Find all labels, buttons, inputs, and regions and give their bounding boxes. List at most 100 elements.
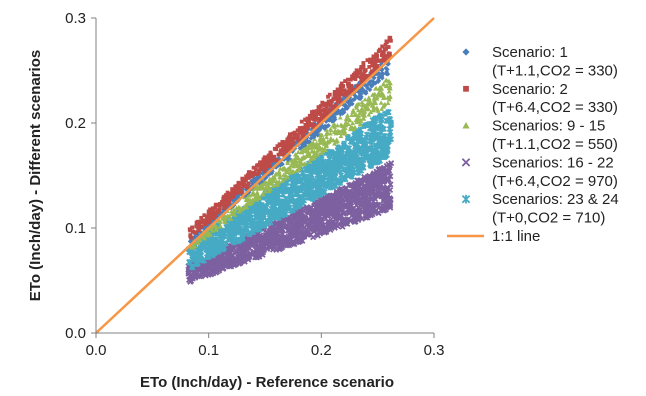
- data-point: [277, 174, 282, 179]
- data-point: [331, 106, 336, 110]
- data-point: [308, 116, 313, 121]
- data-point: [335, 98, 340, 103]
- data-point: [376, 157, 383, 164]
- data-point: [195, 219, 200, 224]
- data-point: [366, 75, 370, 79]
- data-point: [337, 115, 343, 120]
- data-point: [262, 166, 267, 171]
- data-point: [256, 225, 263, 233]
- data-point: [369, 72, 374, 76]
- data-point: [360, 116, 366, 121]
- data-point: [249, 217, 256, 224]
- data-point: [317, 125, 323, 131]
- data-point: [354, 119, 360, 125]
- data-point: [275, 170, 281, 176]
- data-point: [328, 136, 334, 142]
- data-point: [234, 205, 239, 210]
- data-point: [309, 194, 316, 201]
- data-point: [383, 56, 388, 61]
- data-point: [288, 170, 293, 175]
- data-point: [328, 221, 335, 228]
- data-point: [310, 122, 314, 127]
- data-point: [353, 210, 360, 217]
- data-point: [200, 257, 208, 264]
- data-point: [264, 218, 271, 225]
- data-point: [241, 205, 247, 210]
- y-axis-label: ETo (Inch/day) - Different scenarios: [27, 50, 44, 301]
- data-point: [266, 153, 271, 158]
- data-point: [371, 54, 376, 59]
- data-point: [196, 225, 201, 229]
- x-tick-label: 0.2: [311, 342, 332, 359]
- data-point: [367, 64, 372, 69]
- data-point: [347, 117, 353, 122]
- data-point: [352, 191, 359, 198]
- data-point: [340, 128, 346, 134]
- data-point: [303, 181, 310, 188]
- data-point: [381, 104, 386, 109]
- data-point: [205, 214, 209, 219]
- data-point: [325, 112, 329, 117]
- data-point: [333, 139, 339, 144]
- data-point: [308, 156, 314, 161]
- data-point: [283, 169, 289, 174]
- data-point: [369, 78, 375, 84]
- data-point: [277, 142, 282, 147]
- data-point: [288, 132, 292, 137]
- data-point: [189, 245, 194, 250]
- data-point: [378, 62, 384, 67]
- data-point: [278, 199, 285, 206]
- data-point: [359, 65, 364, 69]
- data-point: [218, 238, 225, 245]
- data-point: [229, 229, 237, 236]
- data-point: [388, 160, 395, 167]
- data-point: [313, 141, 319, 147]
- data-point: [253, 167, 258, 172]
- data-point: [373, 86, 379, 91]
- data-point: [289, 239, 296, 246]
- x-tick-label: 0.1: [198, 342, 219, 359]
- data-point: [254, 186, 260, 191]
- legend-marker-series-3: [462, 122, 470, 129]
- data-point: [358, 91, 364, 97]
- data-point: [267, 244, 274, 251]
- data-point: [359, 99, 365, 105]
- data-point: [269, 168, 275, 174]
- data-point: [295, 136, 300, 141]
- data-point: [371, 69, 375, 74]
- data-point: [369, 190, 376, 197]
- data-point: [372, 184, 379, 191]
- data-point: [331, 97, 336, 102]
- data-point: [286, 187, 293, 194]
- data-point: [305, 228, 313, 235]
- data-point: [364, 196, 371, 203]
- data-point: [190, 225, 195, 230]
- data-point: [200, 234, 206, 240]
- data-point: [342, 96, 348, 101]
- data-point: [241, 184, 245, 189]
- data-point: [341, 216, 348, 223]
- data-point: [297, 213, 304, 220]
- data-point: [302, 142, 308, 148]
- data-point: [236, 208, 242, 213]
- data-point: [298, 159, 304, 165]
- data-point: [224, 255, 231, 263]
- data-point: [337, 95, 342, 100]
- data-point: [210, 209, 215, 213]
- data-point: [326, 94, 330, 99]
- data-point: [216, 203, 220, 208]
- data-point: [203, 246, 210, 253]
- data-point: [288, 137, 293, 142]
- data-point: [274, 230, 281, 237]
- data-point: [347, 191, 354, 198]
- data-point: [328, 199, 335, 206]
- data-point: [314, 190, 321, 197]
- data-point: [246, 190, 252, 195]
- data-point: [387, 201, 394, 208]
- data-point: [274, 219, 281, 226]
- data-point: [347, 88, 352, 93]
- data-point: [261, 162, 265, 167]
- data-point: [379, 106, 385, 111]
- data-point: [270, 207, 277, 215]
- data-point: [294, 168, 299, 173]
